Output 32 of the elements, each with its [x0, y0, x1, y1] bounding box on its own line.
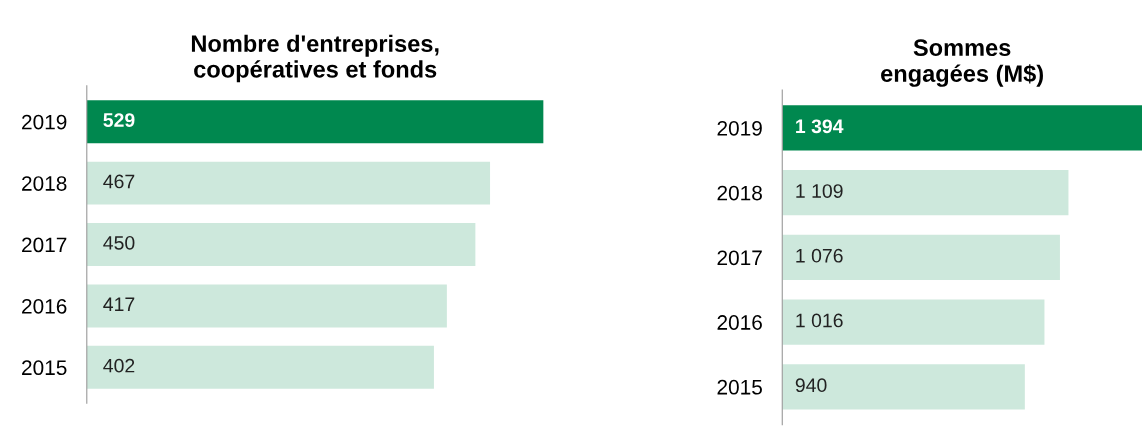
y-tick-label: 2017	[717, 250, 762, 266]
y-tick-label: 2018	[22, 176, 67, 191]
y-tick-label: 2015	[717, 379, 762, 395]
y-tick-label: 2015	[22, 360, 67, 376]
bar	[86, 284, 447, 328]
data-label: 1 016	[796, 313, 843, 328]
bar	[782, 299, 1045, 345]
bar	[86, 161, 491, 205]
data-label: 450	[103, 235, 135, 250]
y-tick-label: 2019	[717, 120, 762, 136]
bar	[782, 105, 1142, 151]
data-label: 1 109	[796, 184, 843, 198]
y-tick-label: 2018	[717, 185, 762, 201]
y-tick-label: 2016	[22, 298, 67, 314]
chart-title: Nombre d'entreprises, coopératives et fonds	[191, 34, 439, 83]
bar	[86, 345, 434, 389]
data-label: 467	[103, 174, 135, 189]
data-label: 940	[795, 378, 827, 393]
bar	[782, 170, 1069, 216]
data-label: 529	[103, 113, 135, 127]
data-label: 417	[103, 297, 135, 311]
data-label: 402	[103, 358, 135, 373]
bar	[782, 234, 1060, 281]
y-tick-label: 2017	[22, 237, 67, 253]
bar	[782, 364, 1025, 410]
y-tick-label: 2016	[717, 315, 762, 330]
y-tick-label: 2019	[22, 114, 67, 130]
data-label: 1 394	[796, 119, 844, 134]
chart-title: Sommes engagées (M$)	[881, 39, 1043, 87]
bar	[86, 223, 476, 267]
data-label: 1 076	[796, 248, 843, 263]
bar	[86, 100, 544, 144]
